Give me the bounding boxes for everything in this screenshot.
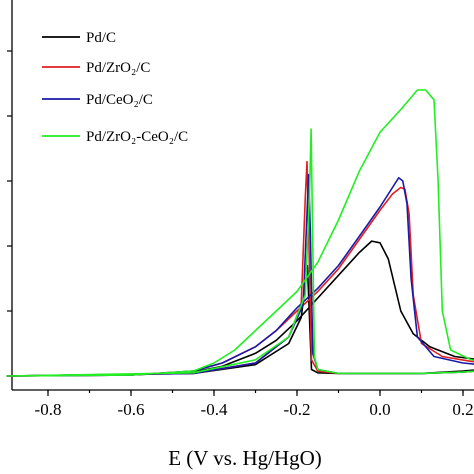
series-line-1 (6, 240, 474, 377)
x-axis-ticks: -0.8 -0.6 -0.4 -0.2 0.0 0.2 (35, 390, 474, 419)
x-tick-label: 0.0 (369, 400, 390, 419)
legend: Pd/C Pd/ZrO₂/C Pd/CeO₂/C Pd/ZrO₂-CeO₂/C (42, 30, 188, 145)
series-line-3 (6, 173, 474, 377)
series-layer (6, 89, 474, 377)
series-line-2 (6, 160, 474, 377)
x-tick-label: -0.4 (201, 400, 228, 419)
x-axis-title: E (V vs. Hg/HgO) (168, 446, 322, 470)
legend-label: Pd/ZrO₂/C (86, 60, 150, 76)
x-tick-label: -0.2 (284, 400, 311, 419)
legend-label: Pd/C (86, 30, 116, 46)
y-axis-ticks (7, 50, 12, 377)
x-tick-label: -0.6 (118, 400, 145, 419)
x-tick-label: -0.8 (35, 400, 62, 419)
series-line-4 (6, 89, 474, 377)
legend-label: Pd/ZrO₂-CeO₂/C (86, 129, 188, 145)
x-tick-label: 0.2 (452, 400, 473, 419)
legend-label: Pd/CeO₂/C (86, 92, 153, 108)
